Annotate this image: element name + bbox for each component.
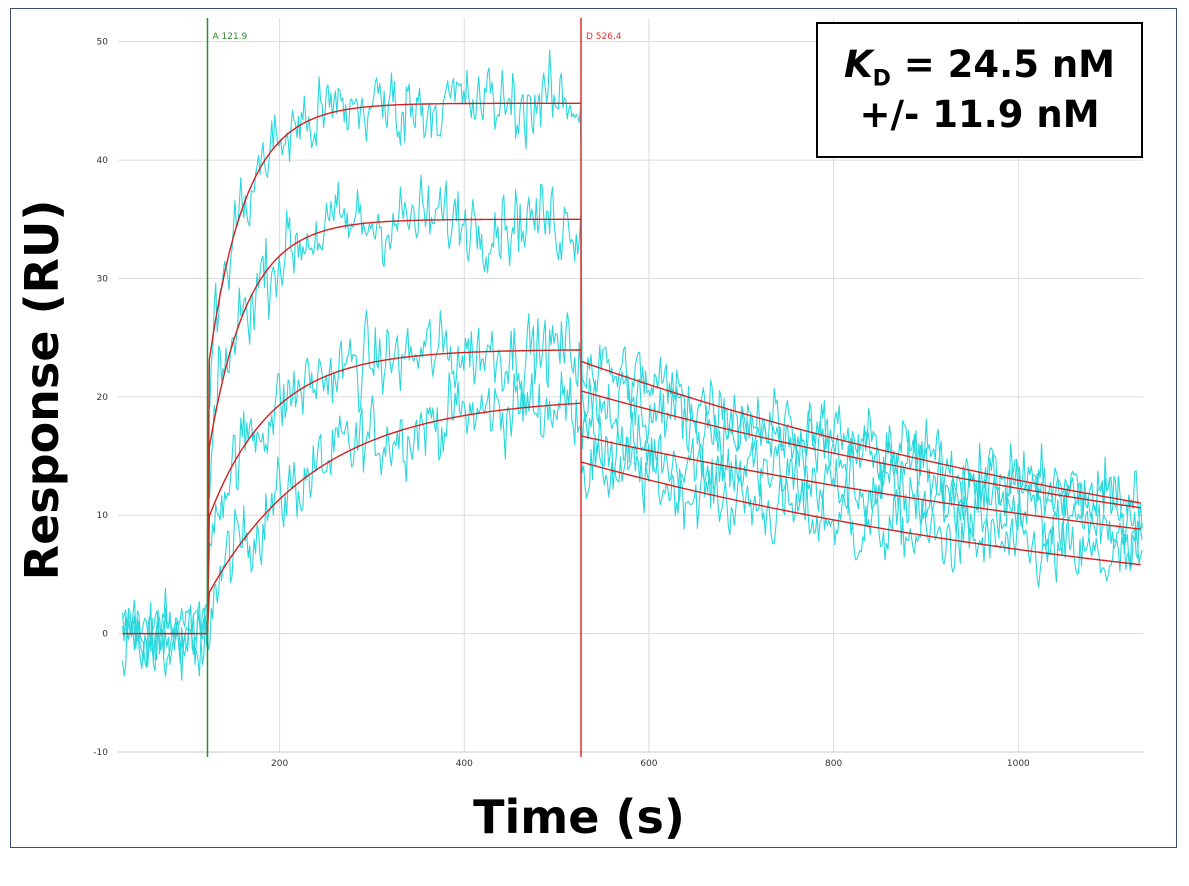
x-tick-label: 600 xyxy=(640,759,657,769)
kd-symbol: K xyxy=(843,42,873,86)
dissociation-fit-3 xyxy=(580,390,1141,509)
y-tick-label: 10 xyxy=(97,511,109,521)
dissociation-fit-4 xyxy=(580,360,1141,504)
phase-markers: A 121.9 D 526.4 xyxy=(206,18,622,757)
x-tick-label: 400 xyxy=(456,759,473,769)
tick-labels: 200 400 600 800 1000 -10 0 10 20 30 40 50 xyxy=(93,38,1030,769)
dissociation-fit-1 xyxy=(580,461,1141,566)
x-tick-label: 200 xyxy=(271,759,288,769)
kd-annotation-box: KD = 24.5 nM +/- 11.9 nM xyxy=(816,22,1143,158)
x-tick-label: 1000 xyxy=(1007,759,1030,769)
association-marker-label: A 121.9 xyxy=(212,32,247,42)
kd-value: = 24.5 nM xyxy=(890,42,1116,86)
kd-line: KD = 24.5 nM xyxy=(844,43,1115,93)
y-tick-label: 40 xyxy=(97,156,109,166)
data-trace-2 xyxy=(122,309,1143,670)
data-trace-3 xyxy=(122,174,1143,677)
y-tick-label: 0 xyxy=(102,630,108,640)
association-fit-2 xyxy=(206,349,581,634)
association-fit-4 xyxy=(206,102,581,634)
fit-curves xyxy=(122,102,1141,635)
x-axis-label: Time (s) xyxy=(473,790,685,844)
x-tick-label: 800 xyxy=(825,759,842,769)
y-tick-label: 20 xyxy=(97,393,109,403)
kd-subscript: D xyxy=(872,66,891,92)
association-fit-3 xyxy=(206,218,581,634)
dissociation-fit-2 xyxy=(580,435,1141,530)
association-fit-1 xyxy=(206,402,581,634)
dissociation-marker-label: D 526.4 xyxy=(586,32,622,42)
y-tick-label: 50 xyxy=(97,38,109,48)
kd-error: +/- 11.9 nM xyxy=(859,92,1100,136)
y-tick-label: -10 xyxy=(93,748,108,758)
y-tick-label: 30 xyxy=(97,274,109,284)
